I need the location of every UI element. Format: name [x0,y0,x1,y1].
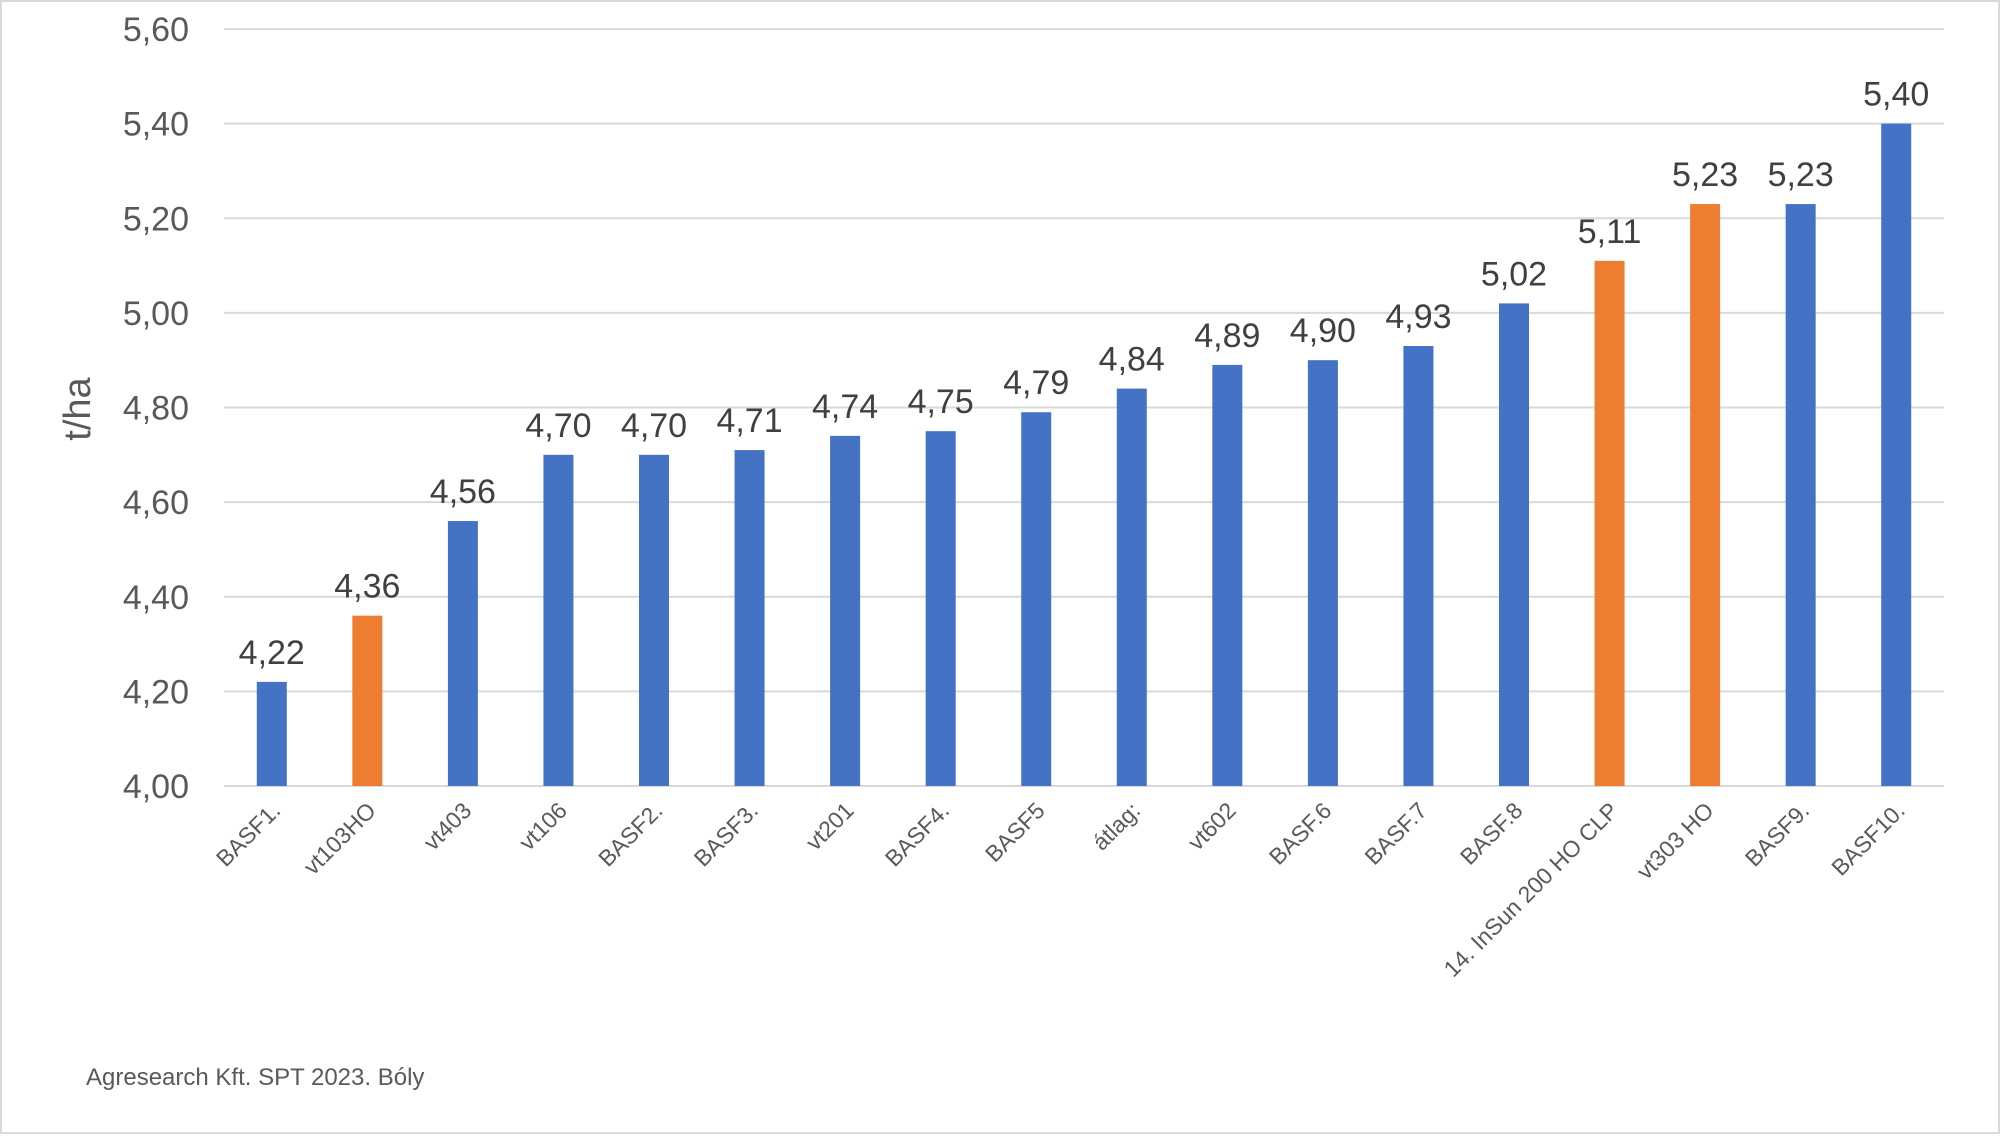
category-label: vt602 [1183,797,1241,855]
bar [1785,204,1816,786]
bar [925,431,956,786]
bar [830,435,861,786]
y-axis-title: t/ha [57,376,99,440]
data-label: 4,93 [1385,298,1451,336]
bar [1307,360,1338,786]
x-axis-categories: BASF1. vt103HO vt403 vt106 BASF2. BASF3. vt201… [211,797,1910,982]
category-label: BASF10. [1826,797,1909,880]
category-label: BASF.7 [1359,797,1432,870]
data-label: 4,22 [239,634,305,672]
data-label: 5,23 [1672,156,1738,194]
category-label: vt103HO [298,797,381,880]
data-label: 5,11 [1578,213,1642,251]
category-label: BASF4. [880,797,954,871]
data-label: 4,36 [334,568,400,606]
data-label: 5,02 [1481,255,1547,293]
data-label: 4,56 [430,473,496,511]
data-label: 4,84 [1099,341,1165,379]
bar [1499,303,1529,786]
y-tick-label: 5,00 [123,295,189,333]
y-tick-label: 5,20 [123,200,189,238]
data-label: 5,40 [1863,76,1929,114]
bar [352,615,383,786]
data-label: 4,71 [716,402,782,440]
category-label: BASF.8 [1455,797,1528,870]
bar [1403,345,1434,786]
bar [1116,388,1147,786]
y-tick-label: 4,20 [123,673,189,711]
y-tick-label: 4,40 [123,579,189,617]
bar [1690,204,1721,786]
category-label: BASF.6 [1264,797,1337,870]
bar [1212,364,1243,786]
bar [1021,412,1052,786]
data-label: 4,70 [621,407,687,445]
data-label: 4,75 [908,383,974,421]
data-label: 5,23 [1768,156,1834,194]
bar [256,681,287,786]
category-label: BASF2. [593,797,667,871]
bar [639,454,669,786]
source-note: Agresearch Kft. SPT 2023. Bóly [86,1064,425,1091]
category-label: vt201 [800,797,858,855]
y-tick-label: 4,60 [123,484,189,522]
category-label: vt303 HO [1632,797,1719,884]
category-label: BASF9. [1740,797,1814,871]
y-tick-label: 5,60 [123,11,189,49]
bar [447,521,478,786]
y-tick-label: 5,40 [123,106,189,144]
y-tick-label: 4,80 [123,390,189,428]
bars [256,123,1912,786]
category-label: BASF5 [980,797,1050,867]
y-tick-label: 4,00 [123,768,189,806]
category-label: BASF1. [211,797,285,871]
bar [1881,123,1912,786]
data-labels: 4,22 4,36 4,56 4,70 4,70 4,71 4,74 4,75 4,79 4,84… [239,76,1930,672]
data-label: 4,79 [1003,364,1069,402]
data-label: 4,90 [1290,312,1356,350]
gridlines [224,28,1944,787]
bar [543,454,574,786]
category-label: BASF3. [689,797,763,871]
category-label: vt106 [514,797,572,855]
category-label: vt403 [418,797,476,855]
data-label: 4,74 [812,388,878,426]
bar [734,450,765,786]
category-label: átlag: [1087,797,1145,855]
data-label: 4,70 [525,407,591,445]
y-axis-ticks: 4,00 4,20 4,40 4,60 4,80 5,00 5,20 5,40 5,60 [123,11,189,806]
category-label: 14. InSun 200 HO CLP [1438,797,1623,982]
bar [1594,260,1625,786]
data-label: 4,89 [1194,317,1260,355]
